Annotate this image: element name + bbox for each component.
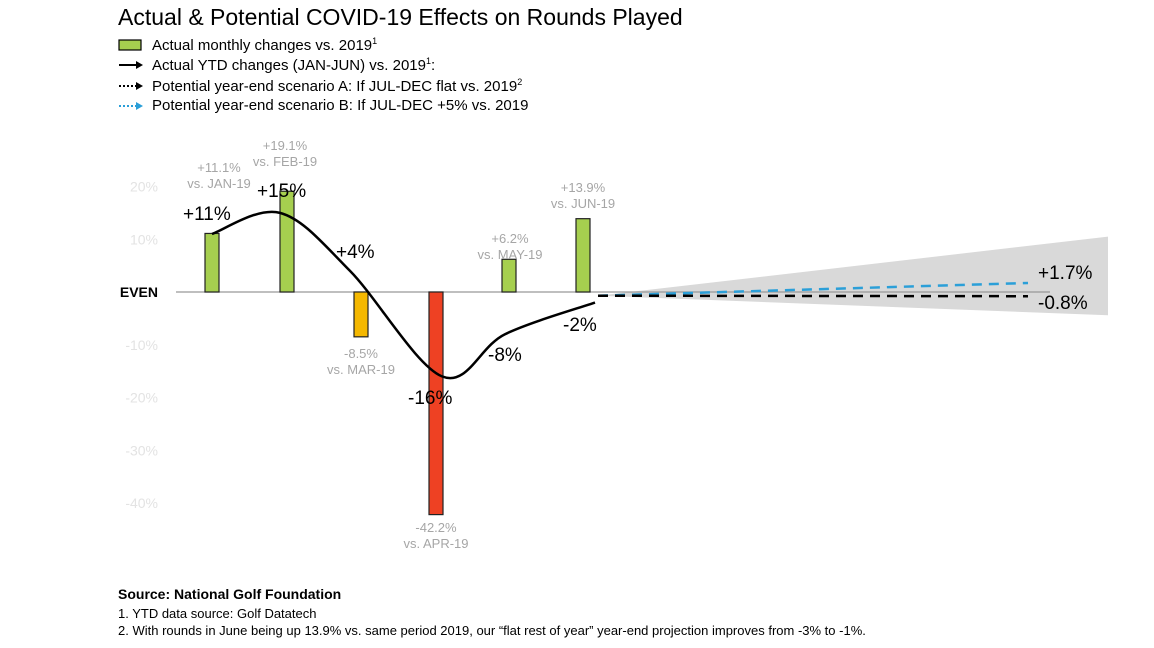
ytd-label: -8% <box>488 345 522 366</box>
bar-value-label: +6.2% <box>491 231 529 246</box>
footnote-1: 1. YTD data source: Golf Datatech <box>118 606 317 621</box>
bar-value-label: +19.1% <box>263 138 308 153</box>
bar-comparison-label: vs. JAN-19 <box>187 176 251 191</box>
scenario-range-wedge <box>598 236 1108 316</box>
legend-item-ytd: Actual YTD changes (JAN-JUN) vs. 20191: <box>118 56 435 74</box>
ytd-label: +15% <box>257 181 306 202</box>
y-tick-label: -30% <box>125 442 158 458</box>
y-tick-label: -10% <box>125 337 158 353</box>
dotted-arrow-icon <box>119 82 143 90</box>
bar-value-label: -8.5% <box>344 346 378 361</box>
footnote-2: 2. With rounds in June being up 13.9% vs… <box>118 623 866 638</box>
y-tick-label: 20% <box>130 179 158 195</box>
bar-comparison-label: vs. MAY-19 <box>477 247 542 262</box>
scenario-line <box>597 281 1029 297</box>
bar-comparison-label: vs. MAR-19 <box>327 362 395 377</box>
bar-comparison-label: vs. JUN-19 <box>551 196 615 211</box>
scenario-line <box>597 294 1029 298</box>
ytd-line <box>211 210 596 380</box>
ytd-label: -2% <box>563 315 597 336</box>
bar-jun <box>575 218 591 293</box>
scenario-end-label: +1.7% <box>1038 263 1093 284</box>
ytd-label: -16% <box>408 388 452 409</box>
bar-jan <box>204 232 220 293</box>
y-tick-label: EVEN <box>120 284 158 300</box>
ytd-label: +11% <box>183 204 231 225</box>
ytd-label: +4% <box>336 242 375 263</box>
y-tick-label: -20% <box>125 390 158 406</box>
bar-value-label: +13.9% <box>561 180 606 195</box>
y-tick-label: -40% <box>125 495 158 511</box>
bar-feb <box>279 190 295 293</box>
bar-apr <box>428 291 444 516</box>
legend-item-scenario-a: Potential year-end scenario A: If JUL-DE… <box>118 77 522 95</box>
bar-comparison-label: vs. APR-19 <box>403 536 468 551</box>
y-tick-label: 10% <box>130 231 158 247</box>
green-box-icon <box>118 39 142 51</box>
bar-value-label: +11.1% <box>197 160 241 175</box>
bar-comparison-label: vs. FEB-19 <box>253 154 317 169</box>
scenario-end-label: -0.8% <box>1038 293 1088 314</box>
source-note: Source: National Golf Foundation <box>118 586 342 602</box>
bar-mar <box>353 291 369 338</box>
bar-value-label: -42.2% <box>415 520 457 535</box>
solid-arrow-icon <box>119 61 143 69</box>
legend-item-scenario-b: Potential year-end scenario B: If JUL-DE… <box>118 97 528 114</box>
dotted-blue-arrow-icon <box>119 101 143 110</box>
bar-may <box>501 258 517 293</box>
legend-item-monthly: Actual monthly changes vs. 20191 <box>118 36 377 54</box>
chart-title: Actual & Potential COVID-19 Effects on R… <box>118 4 683 30</box>
